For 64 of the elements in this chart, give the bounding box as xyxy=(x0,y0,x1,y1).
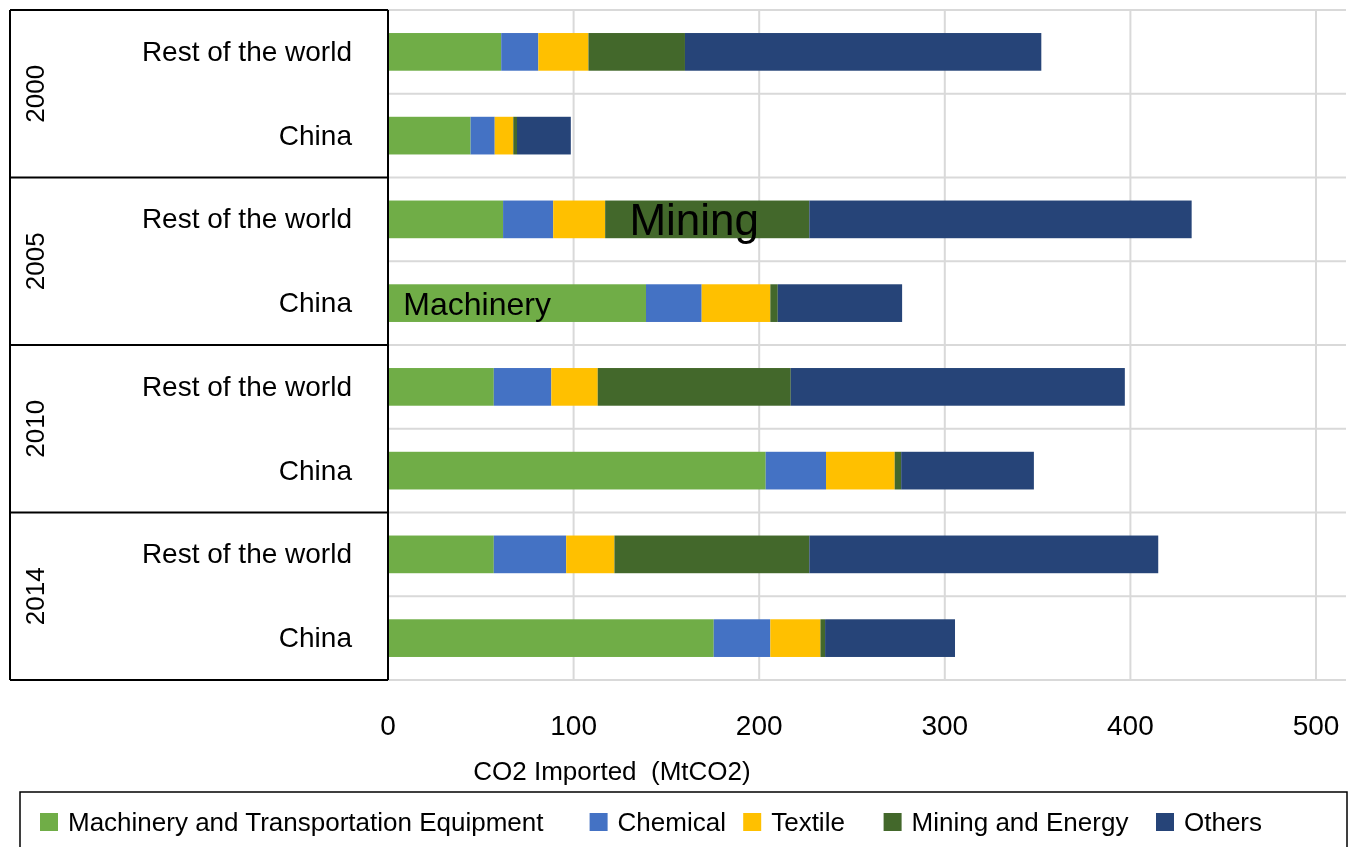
bar xyxy=(388,451,766,490)
bar xyxy=(809,535,1159,574)
legend-label: Mining and Energy xyxy=(911,807,1129,837)
bar xyxy=(901,451,1034,490)
bar xyxy=(597,368,791,406)
bar xyxy=(388,535,494,574)
x-tick-label: 0 xyxy=(380,710,396,741)
y-tick-label: Rest of the world xyxy=(141,203,352,235)
y-tick-label: China xyxy=(278,287,353,319)
bar xyxy=(894,451,902,490)
bar xyxy=(388,200,504,239)
bar xyxy=(614,535,810,574)
y-tick-label: Rest of the world xyxy=(141,35,352,67)
legend-label: Chemical xyxy=(617,807,726,837)
bar xyxy=(645,284,702,322)
annotation: Mining xyxy=(629,195,760,245)
bar xyxy=(777,284,903,322)
bar xyxy=(588,33,685,71)
bar xyxy=(826,451,895,490)
x-tick-label: 300 xyxy=(921,710,969,741)
bar xyxy=(516,116,571,155)
bar xyxy=(494,116,514,155)
y-tick-label: China xyxy=(278,454,353,486)
x-axis-title: CO2 Imported (MtCO2) xyxy=(473,756,751,786)
bar xyxy=(551,368,598,406)
legend-label: Textile xyxy=(771,807,845,837)
bar xyxy=(503,200,554,239)
x-tick-label: 200 xyxy=(735,710,783,741)
bar xyxy=(820,619,826,657)
text: 2000 xyxy=(20,64,50,123)
bar xyxy=(566,535,615,574)
bar xyxy=(684,33,1042,71)
bar xyxy=(493,368,552,406)
x-tick-label: 500 xyxy=(1292,710,1340,741)
bar xyxy=(493,535,567,574)
x-tick-label: 100 xyxy=(550,710,597,741)
bar xyxy=(790,368,1125,406)
y-tick-label: China xyxy=(278,622,353,654)
text: 2010 xyxy=(20,399,50,458)
text: 2014 xyxy=(20,567,50,626)
bar xyxy=(470,116,495,155)
legend-label: Machinery and Transportation Equipment xyxy=(68,807,545,837)
x-tick-label: 400 xyxy=(1107,710,1154,741)
legend-label: Others xyxy=(1184,807,1263,837)
bar xyxy=(770,284,778,322)
bar xyxy=(388,368,494,406)
bar xyxy=(701,284,771,322)
bar xyxy=(770,619,821,657)
bar xyxy=(388,116,471,155)
bar xyxy=(513,116,517,155)
bar xyxy=(809,200,1192,239)
bar xyxy=(538,33,589,71)
bar xyxy=(553,200,606,239)
y-tick-label: China xyxy=(278,119,353,151)
bar xyxy=(388,33,502,71)
y-tick-label: Rest of the world xyxy=(141,370,352,402)
annotation: Machinery xyxy=(403,286,551,323)
text: 2005 xyxy=(20,232,50,291)
bar xyxy=(388,619,714,657)
bar xyxy=(501,33,539,71)
bar xyxy=(825,619,956,657)
bar xyxy=(765,451,827,490)
bar xyxy=(713,619,771,657)
y-tick-label: Rest of the world xyxy=(141,538,352,570)
